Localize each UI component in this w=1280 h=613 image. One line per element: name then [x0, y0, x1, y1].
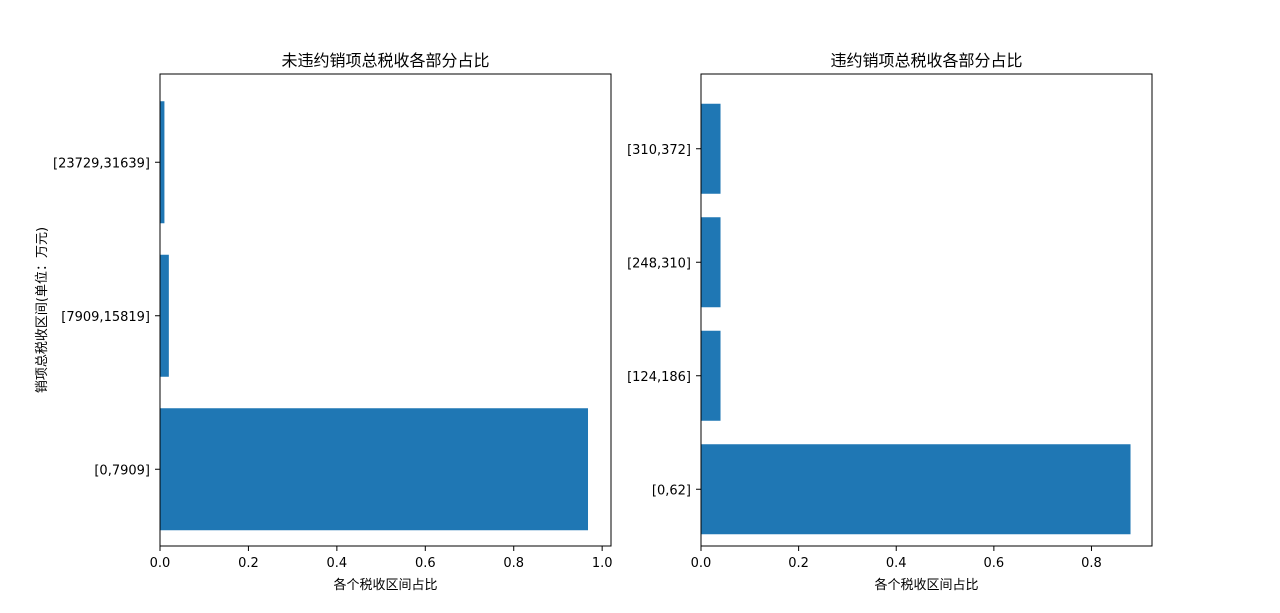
bar [160, 254, 169, 377]
x-tick-label: 0.0 [691, 556, 712, 571]
bar [701, 103, 721, 194]
y-tick-label: [248,310] [627, 256, 691, 271]
chart-default: 违约销项总税收各部分占比 0.0 0.2 0.4 0.6 0.8 [0,62] [124,… [627, 51, 1153, 593]
x-tick-label: 0.2 [788, 556, 809, 571]
x-tick-label: 0.6 [415, 556, 436, 571]
bar [160, 408, 589, 531]
bar [701, 217, 721, 308]
y-tick-label: [23729,31639] [53, 156, 150, 171]
bar [701, 444, 1131, 535]
x-tick-label: 1.0 [592, 556, 613, 571]
chart-right-bars [701, 103, 1131, 535]
chart-non-default: 未违约销项总税收各部分占比 0.0 0.2 0.4 0.6 0.8 1.0 [0,7909… [35, 51, 613, 593]
chart-right-x-axis-label: 各个税收区间占比 [874, 577, 978, 593]
chart-right-y-ticks: [0,62] [124,186] [248,310] [310,372] [627, 143, 701, 498]
x-tick-label: 0.8 [503, 556, 524, 571]
y-tick-label: [0,62] [652, 483, 691, 498]
chart-left-y-ticks: [0,7909] [7909,15819] [23729,31639] [53, 156, 160, 478]
x-tick-label: 0.0 [150, 556, 171, 571]
chart-right-frame [700, 73, 1153, 547]
chart-left-bars [160, 101, 589, 531]
bar [701, 330, 721, 421]
x-tick-label: 0.4 [327, 556, 348, 571]
chart-left-y-axis-label: 销项总税收区间(单位：万元) [35, 227, 50, 393]
y-tick-label: [310,372] [627, 143, 691, 158]
x-tick-label: 0.2 [238, 556, 259, 571]
y-tick-label: [7909,15819] [61, 310, 150, 325]
chart-right-title: 违约销项总税收各部分占比 [830, 51, 1022, 70]
x-tick-label: 0.6 [984, 556, 1005, 571]
y-tick-label: [124,186] [627, 370, 691, 385]
chart-left-x-axis-label: 各个税收区间占比 [333, 577, 437, 593]
y-tick-label: [0,7909] [94, 463, 150, 478]
chart-left-title: 未违约销项总税收各部分占比 [281, 51, 489, 70]
chart-left-x-ticks: 0.0 0.2 0.4 0.6 0.8 1.0 [150, 546, 613, 571]
chart-right-x-ticks: 0.0 0.2 0.4 0.6 0.8 [691, 546, 1102, 571]
chart-left-frame [159, 73, 612, 547]
x-tick-label: 0.4 [886, 556, 907, 571]
x-tick-label: 0.8 [1081, 556, 1102, 571]
bar [160, 101, 165, 224]
